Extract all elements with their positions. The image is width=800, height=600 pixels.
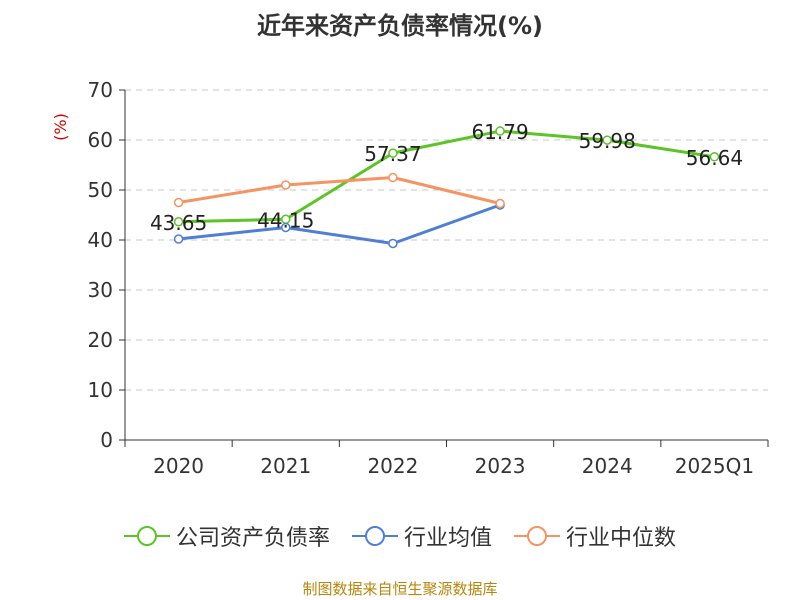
data-point: [495, 198, 505, 209]
axes: 0 10 20 30 40 50 60 70 2020 2021 2022 2023 2024 2025Q…: [88, 78, 769, 478]
y-axis-label: (%): [51, 113, 70, 141]
data-point: [388, 238, 398, 249]
data-source-note: 制图数据来自恒生聚源数据库: [302, 580, 498, 598]
legend-item-industry-average[interactable]: 行业均值: [351, 520, 492, 552]
data-point: [173, 234, 184, 244]
data-point: [602, 135, 612, 145]
x-tick-label: 2020: [153, 454, 204, 478]
data-point: [388, 148, 398, 158]
series-lines: [173, 126, 720, 249]
y-tick-label: 40: [88, 228, 113, 252]
data-label: 44.15: [257, 208, 314, 232]
series-line: [178, 176, 501, 205]
data-label: 56.64: [686, 146, 743, 170]
data-point: [709, 152, 720, 162]
y-tick-label: 60: [88, 128, 113, 152]
data-point: [388, 172, 398, 183]
y-tick-label: 10: [88, 378, 113, 402]
legend-line-icon: [123, 526, 170, 546]
legend-item-company[interactable]: 公司资产负债率: [123, 520, 330, 552]
y-tick-label: 50: [88, 178, 113, 202]
y-tick-label: 20: [88, 328, 113, 352]
legend-line-icon: [351, 526, 398, 546]
legend-label: 行业中位数: [566, 526, 677, 551]
data-point: [495, 126, 505, 136]
legend-line-icon: [514, 526, 560, 546]
data-point: [173, 197, 184, 208]
y-tick-label: 0: [100, 428, 113, 452]
y-tick-label: 70: [88, 78, 113, 102]
x-tick-label: 2021: [260, 454, 311, 478]
chart-title: 近年来资产负债率情况(%): [257, 12, 543, 40]
y-tick-label: 30: [88, 278, 113, 302]
data-label: 59.98: [579, 129, 636, 153]
x-tick-label: 2023: [475, 454, 526, 478]
x-tick-label: 2024: [582, 454, 633, 478]
legend-item-industry-median[interactable]: 行业中位数: [514, 520, 676, 552]
x-tick-label: 2025Q1: [675, 454, 754, 478]
data-point: [281, 222, 291, 233]
grid-lines: [125, 89, 768, 391]
legend: 公司资产负债率 行业均值 行业中位数: [0, 520, 800, 552]
legend-label: 行业均值: [403, 526, 492, 551]
series-line: [178, 129, 715, 224]
data-label: 43.65: [150, 211, 207, 235]
data-label: 61.79: [471, 120, 528, 144]
x-tick-label: 2022: [367, 454, 418, 478]
data-label: 57.37: [364, 142, 421, 166]
legend-label: 公司资产负债率: [175, 526, 330, 551]
data-point: [173, 217, 184, 227]
data-point: [281, 180, 291, 190]
series-line: [178, 203, 501, 245]
data-labels: 43.65 44.15 57.37 61.79 59.98 56.64: [150, 120, 743, 235]
